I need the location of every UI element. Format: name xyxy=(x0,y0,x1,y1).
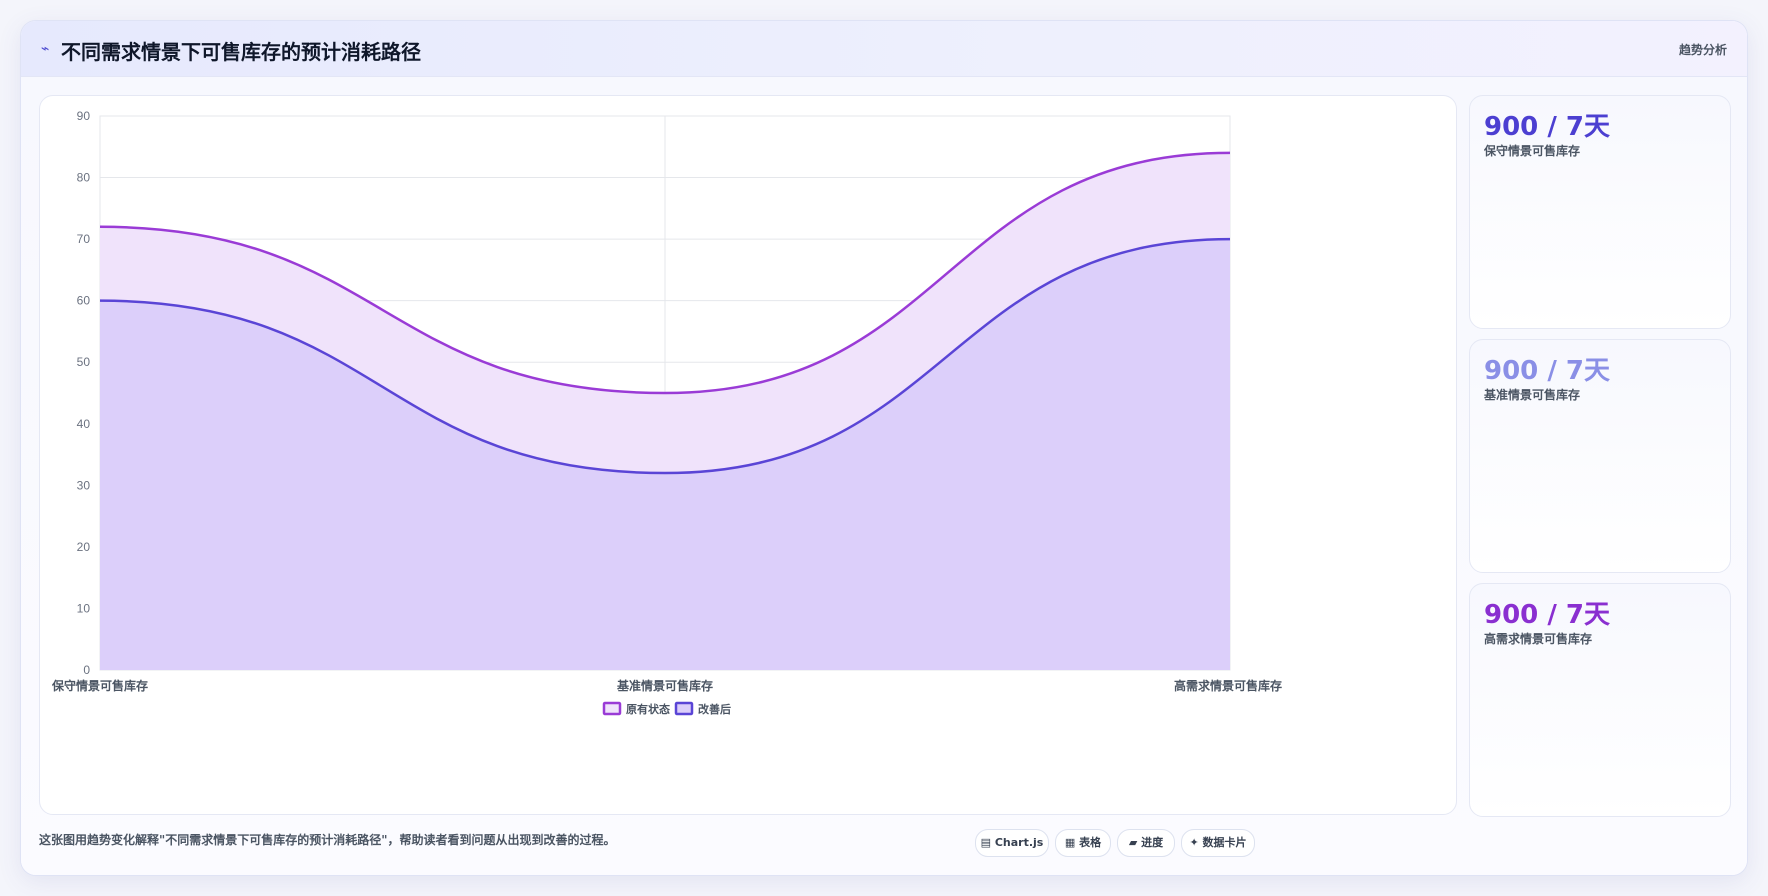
chip-chartjs[interactable]: ▤ Chart.js xyxy=(975,829,1049,857)
x-tick-label: 高需求情景可售库存 xyxy=(1174,678,1282,693)
y-tick-label: 70 xyxy=(77,232,91,246)
y-tick-label: 40 xyxy=(77,417,91,431)
series-area-2 xyxy=(100,239,1230,670)
chart-caption: 这张图用趋势变化解释"不同需求情景下可售库存的预计消耗路径"，帮助读者看到问题从… xyxy=(39,833,616,847)
y-tick-label: 50 xyxy=(77,355,91,369)
chip-data-cards[interactable]: ✦ 数据卡片 xyxy=(1181,829,1255,857)
series-line-1 xyxy=(99,151,1231,395)
y-tick-label: 20 xyxy=(77,540,91,554)
kpi-card-high-demand: 900 / 7天 高需求情景可售库存 xyxy=(1469,583,1731,817)
x-tick-label: 保守情景可售库存 xyxy=(51,678,148,693)
y-tick-label: 60 xyxy=(77,294,91,308)
kpi-card-baseline: 900 / 7天 基准情景可售库存 xyxy=(1469,339,1731,573)
trend-line-icon: ⌁ xyxy=(41,41,50,57)
area-chart: 0 10 20 30 40 50 60 70 80 90 保守情景可售库存 基准情景可售库存 高需求情景… xyxy=(51,109,1282,716)
kpi-label: 基准情景可售库存 xyxy=(1484,388,1581,402)
legend-swatch xyxy=(602,701,622,716)
page-title: 不同需求情景下可售库存的预计消耗路径 xyxy=(61,40,421,64)
card-header: ⌁ 不同需求情景下可售库存的预计消耗路径 趋势分析 xyxy=(21,21,1747,77)
kpi-card-conservative: 900 / 7天 保守情景可售库存 xyxy=(1469,95,1731,329)
kpi-value: 900 / 7天 xyxy=(1484,600,1610,630)
kpi-value: 900 / 7天 xyxy=(1484,112,1610,142)
y-tick-label: 80 xyxy=(77,171,91,185)
y-tick-label: 30 xyxy=(77,478,91,492)
legend-swatch xyxy=(674,701,694,716)
chip-progress[interactable]: ▰ 进度 xyxy=(1117,829,1175,857)
chart-panel: 0 10 20 30 40 50 60 70 80 90 保守情景可售库存 基准情景可售库存 高需求情景… xyxy=(39,95,1457,815)
kpi-value: 900 / 7天 xyxy=(1484,356,1610,386)
y-tick-label: 90 xyxy=(77,109,91,123)
x-tick-label: 基准情景可售库存 xyxy=(616,678,713,693)
chip-table[interactable]: ▦ 表格 xyxy=(1055,829,1111,857)
y-tick-label: 10 xyxy=(77,601,91,615)
legend-label: 原有状态 xyxy=(626,702,670,716)
series-line-2 xyxy=(99,237,1231,475)
chart-card: ⌁ 不同需求情景下可售库存的预计消耗路径 趋势分析 0 10 20 30 40 50 60 7… xyxy=(20,20,1748,876)
legend-label: 改善后 xyxy=(698,702,731,716)
kpi-label: 保守情景可售库存 xyxy=(1484,144,1581,158)
category-tag: 趋势分析 xyxy=(1678,43,1727,57)
y-tick-label: 0 xyxy=(83,663,90,677)
kpi-label: 高需求情景可售库存 xyxy=(1484,632,1593,646)
